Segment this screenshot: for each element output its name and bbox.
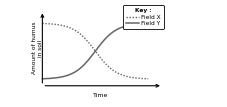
Text: Amount of humus
in soil: Amount of humus in soil (32, 22, 43, 74)
Legend: Field X, Field Y: Field X, Field Y (122, 5, 163, 29)
Text: Time: Time (93, 93, 108, 98)
